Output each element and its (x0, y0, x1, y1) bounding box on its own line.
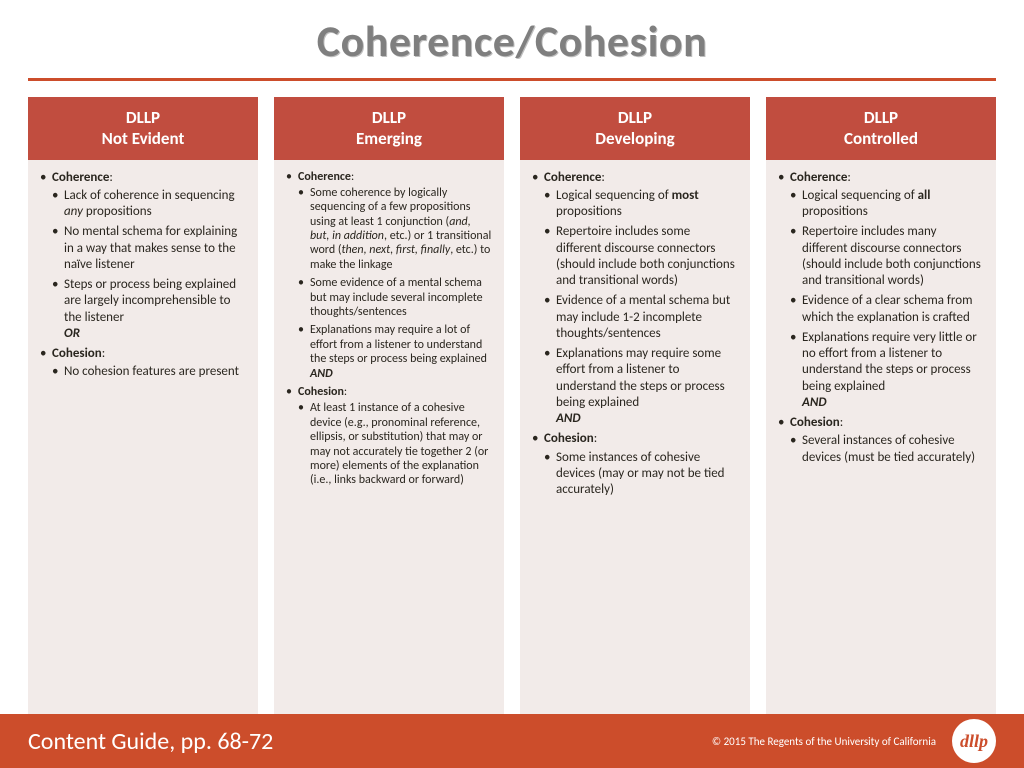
level2-item: Evidence of a clear schema from which th… (790, 293, 984, 326)
footer: Content Guide, pp. 68-72 © 2015 The Rege… (0, 714, 1024, 768)
level2-list: Some instances of cohesive devices (may … (544, 450, 738, 499)
level2-item: Repertoire includes some different disco… (544, 224, 738, 289)
footer-copyright: © 2015 The Regents of the University of … (712, 735, 936, 748)
level2-item: Logical sequencing of all propositions (790, 188, 984, 221)
level2-item: Steps or process being explained are lar… (52, 277, 246, 342)
level1-list: Coherence:Logical sequencing of all prop… (778, 170, 984, 466)
level1-list: Coherence:Logical sequencing of most pro… (532, 170, 738, 499)
logo-text: dllp (960, 731, 988, 752)
level2-item: Some coherence by logically sequencing o… (298, 186, 492, 272)
level1-item: Coherence:Logical sequencing of all prop… (778, 170, 984, 412)
footer-left: Content Guide, pp. 68-72 (28, 727, 273, 756)
level2-item: Some evidence of a mental schema but may… (298, 276, 492, 319)
level2-list: Some coherence by logically sequencing o… (298, 186, 492, 381)
level1-item: Cohesion:No cohesion features are presen… (40, 346, 246, 381)
logo-badge: dllp (952, 719, 996, 763)
level1-item: Cohesion:Several instances of cohesive d… (778, 415, 984, 466)
level2-list: Logical sequencing of all propositionsRe… (790, 188, 984, 411)
level1-item: Cohesion:At least 1 instance of a cohesi… (286, 385, 492, 488)
level1-list: Coherence:Lack of coherence in sequencin… (40, 170, 246, 381)
level2-item: At least 1 instance of a cohesive device… (298, 401, 492, 487)
level2-list: Several instances of cohesive devices (m… (790, 433, 984, 466)
level2-item: Several instances of cohesive devices (m… (790, 433, 984, 466)
column-header: DLLPNot Evident (28, 97, 258, 160)
rubric-column: DLLPNot Evident Coherence:Lack of coheren… (28, 97, 258, 768)
column-body: Coherence:Logical sequencing of all prop… (766, 160, 996, 482)
level2-list: At least 1 instance of a cohesive device… (298, 401, 492, 487)
level2-item: No cohesion features are present (52, 364, 246, 380)
level1-list: Coherence:Some coherence by logically se… (286, 170, 492, 488)
slide: Coherence/Cohesion DLLPNot Evident Cohere… (0, 0, 1024, 768)
level2-list: No cohesion features are present (52, 364, 246, 380)
level2-item: Logical sequencing of most propositions (544, 188, 738, 221)
level2-item: Some instances of cohesive devices (may … (544, 450, 738, 499)
level2-item: Explanations may require some effort fro… (544, 346, 738, 427)
rubric-column: DLLPDeveloping Coherence:Logical sequenci… (520, 97, 750, 768)
level2-item: No mental schema for explaining in a way… (52, 224, 246, 273)
column-header: DLLPEmerging (274, 97, 504, 160)
level2-list: Logical sequencing of most propositionsR… (544, 188, 738, 428)
title-area: Coherence/Cohesion (0, 0, 1024, 68)
columns-container: DLLPNot Evident Coherence:Lack of coheren… (0, 81, 1024, 768)
column-body: Coherence:Logical sequencing of most pro… (520, 160, 750, 515)
level1-item: Coherence:Lack of coherence in sequencin… (40, 170, 246, 343)
level2-item: Lack of coherence in sequencing any prop… (52, 188, 246, 221)
level1-item: Coherence:Some coherence by logically se… (286, 170, 492, 381)
level2-item: Explanations require very little or no e… (790, 330, 984, 411)
rubric-column: DLLPEmerging Coherence:Some coherence by … (274, 97, 504, 768)
level1-item: Coherence:Logical sequencing of most pro… (532, 170, 738, 428)
level2-item: Evidence of a mental schema but may incl… (544, 293, 738, 342)
column-body: Coherence:Lack of coherence in sequencin… (28, 160, 258, 397)
level1-item: Cohesion:Some instances of cohesive devi… (532, 431, 738, 498)
column-header: DLLPControlled (766, 97, 996, 160)
level2-item: Explanations may require a lot of effort… (298, 323, 492, 381)
column-body: Coherence:Some coherence by logically se… (274, 160, 504, 504)
page-title: Coherence/Cohesion (40, 14, 984, 68)
level2-item: Repertoire includes many different disco… (790, 224, 984, 289)
level2-list: Lack of coherence in sequencing any prop… (52, 188, 246, 342)
rubric-column: DLLPControlled Coherence:Logical sequenci… (766, 97, 996, 768)
column-header: DLLPDeveloping (520, 97, 750, 160)
